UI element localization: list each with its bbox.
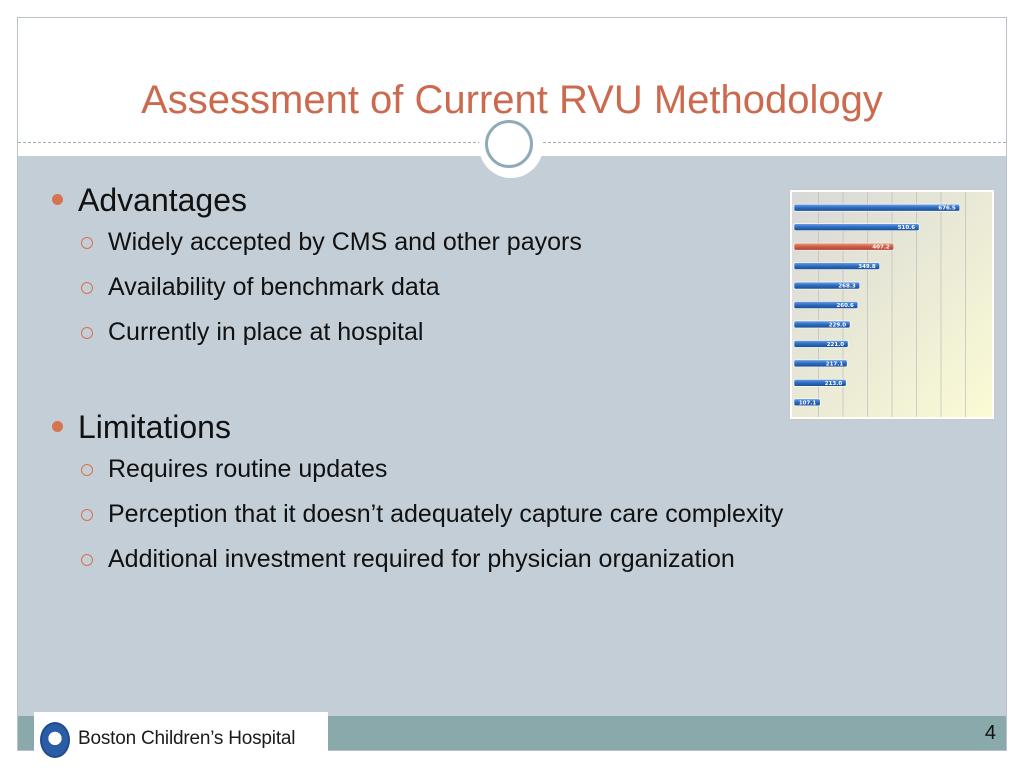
sub-bullet: Perception that it doesn’t adequately ca… xyxy=(52,492,972,537)
chart-data-label: 407.2 xyxy=(872,245,890,251)
chart-bar xyxy=(793,262,881,270)
chart-data-label: 349.8 xyxy=(858,264,876,270)
sub-bullet-text: Currently in place at hospital xyxy=(108,318,424,346)
chart-bar xyxy=(793,340,849,348)
sub-bullet: Widely accepted by CMS and other payors xyxy=(52,220,972,265)
chart-data-label: 217.1 xyxy=(826,361,844,367)
chart-bar xyxy=(793,223,920,231)
hospital-logo: Boston Children’s Hospital xyxy=(34,712,328,768)
sub-bullet-text: Additional investment required for physi… xyxy=(108,545,735,573)
sub-bullet-ring-icon xyxy=(81,509,93,521)
chart-bar xyxy=(793,301,859,309)
chart-data-label: 221.0 xyxy=(827,342,845,348)
chart-data-label: 213.0 xyxy=(825,381,843,387)
sub-bullet-ring-icon xyxy=(81,237,93,249)
sub-bullet: Currently in place at hospital xyxy=(52,310,972,355)
bullet-limitations: Limitations xyxy=(52,407,972,447)
sub-bullet-text: Availability of benchmark data xyxy=(108,273,440,301)
sub-bullet: Requires routine updates xyxy=(52,447,972,492)
chart-bars: 676.5 510.6 407.2 349.8 268.3 260.6 229.0 221.0… xyxy=(793,203,961,407)
chart-data-label: 229.0 xyxy=(829,322,847,328)
chart-bar xyxy=(793,398,821,407)
chart-bar xyxy=(793,242,895,251)
bullet-dot-icon xyxy=(52,194,63,205)
bullet-dot-icon xyxy=(52,421,63,432)
bullet-advantages: Advantages xyxy=(52,180,972,220)
chart-bar xyxy=(793,203,961,212)
divider-ring-inner xyxy=(485,120,533,168)
chart-bar xyxy=(793,281,861,290)
hospital-logo-icon xyxy=(40,722,70,758)
page-number: 4 xyxy=(984,722,996,744)
bar-chart-svg: 676.5 510.6 407.2 349.8 268.3 260.6 229.0 221.0… xyxy=(792,192,992,417)
chart-bar xyxy=(793,379,847,387)
sub-bullet: Availability of benchmark data xyxy=(52,265,972,310)
sub-bullet-text: Widely accepted by CMS and other payors xyxy=(108,228,582,256)
sub-bullet-ring-icon xyxy=(81,327,93,339)
bullet-list: Advantages Widely accepted by CMS and ot… xyxy=(52,180,972,582)
bullet-heading: Limitations xyxy=(78,409,231,445)
sub-bullet-ring-icon xyxy=(81,464,93,476)
chart-data-label: 268.3 xyxy=(838,284,856,290)
sub-bullet-ring-icon xyxy=(81,282,93,294)
bar-chart: 676.5 510.6 407.2 349.8 268.3 260.6 229.0 221.0… xyxy=(789,189,995,420)
sub-bullet: Additional investment required for physi… xyxy=(52,537,972,582)
chart-data-label: 510.6 xyxy=(898,225,916,231)
sub-bullet-text: Requires routine updates xyxy=(108,455,388,483)
chart-data-label: 107.1 xyxy=(799,400,817,406)
chart-data-label: 260.6 xyxy=(836,303,854,309)
chart-bar xyxy=(793,359,848,368)
chart-bar xyxy=(793,320,851,329)
chart-data-label: 676.5 xyxy=(938,206,956,212)
logo-text: Boston Children’s Hospital xyxy=(78,728,296,749)
sub-bullet-text: Perception that it doesn’t adequately ca… xyxy=(108,500,784,528)
bullet-heading: Advantages xyxy=(78,182,248,218)
sub-bullet-ring-icon xyxy=(81,554,93,566)
